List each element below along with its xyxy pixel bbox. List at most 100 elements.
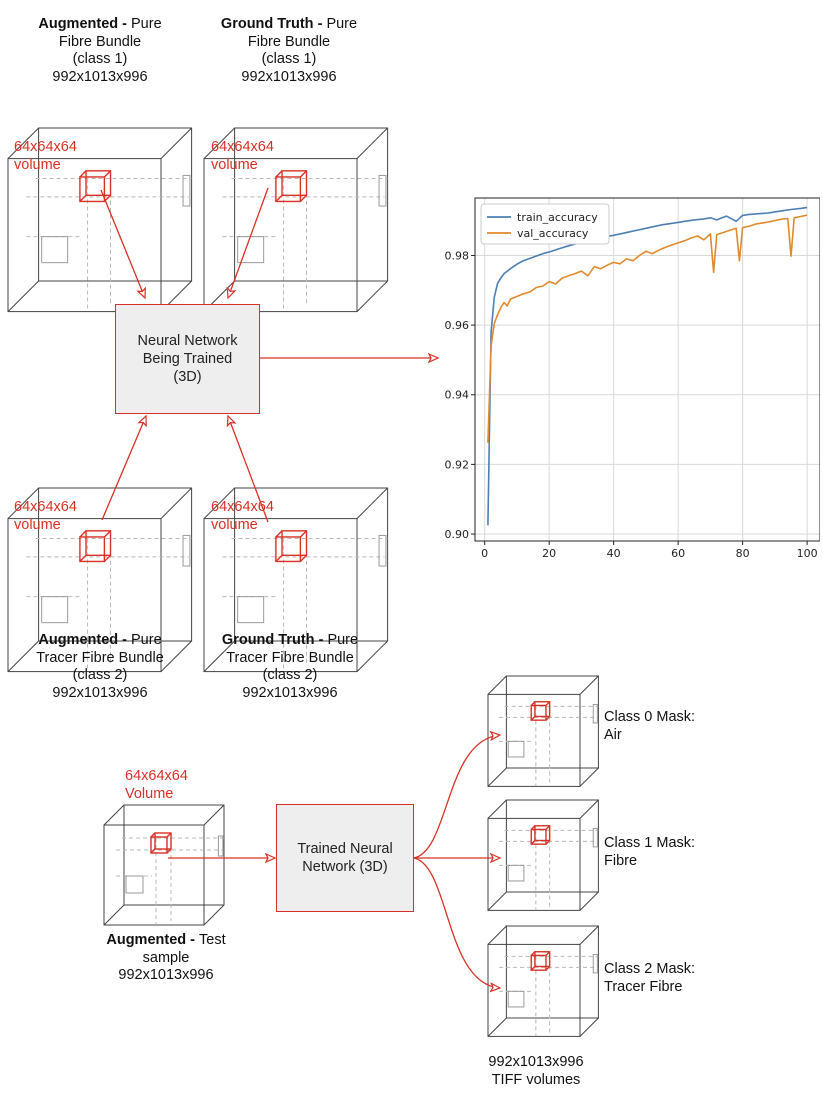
caption-rest: Pure: [131, 632, 162, 648]
cube-top-right: [203, 127, 389, 313]
subvolume-edge: [299, 194, 308, 202]
subvolume-edge: [545, 965, 551, 971]
subvolume-edge: [299, 554, 308, 562]
x-tick-label: 60: [671, 547, 685, 557]
cube-top-left: [7, 127, 193, 313]
cube-edge: [203, 904, 225, 926]
caption-bold: Augmented -: [38, 632, 131, 648]
arrow-top-right-to-network: [228, 187, 269, 298]
subvolume-back: [85, 170, 112, 197]
cube-edge: [160, 127, 192, 159]
subvolume-front: [530, 954, 547, 971]
subvolume-edge: [79, 170, 87, 178]
caption-line: 992x1013x996: [52, 68, 148, 85]
subvolume-edge: [275, 170, 283, 178]
accuracy-chart-svg: 0 20 40 60 80 100 0.90 0.92 0.94 0.96 0.98 train_ac…: [445, 197, 821, 560]
volume-label-line: 64x64x64: [14, 499, 77, 515]
cube-front-face: [487, 943, 581, 1037]
subvolume-edge: [530, 701, 536, 706]
subvolume-back: [534, 701, 551, 718]
volume-label-test: 64x64x64 Volume: [125, 767, 188, 803]
cube-edge: [356, 640, 388, 672]
cube-front-face: [487, 817, 581, 911]
arrow-network-to-mask-0: [413, 735, 500, 859]
subvolume-back: [534, 951, 551, 968]
caption-bold: Augmented -: [106, 932, 200, 948]
series-line-train_accuracy: [487, 206, 808, 526]
volume-label-line: Volume: [125, 786, 174, 802]
series-line-val_accuracy: [487, 214, 808, 443]
cube-inner-block: [182, 534, 191, 567]
cube-inner-block: [507, 864, 525, 882]
cube-edge: [160, 640, 192, 672]
cube-edge: [487, 767, 507, 787]
cube-edge: [579, 891, 599, 911]
y-tick-label: 0.96: [445, 319, 470, 332]
subvolume-front: [530, 828, 547, 845]
subvolume-edge: [545, 951, 551, 956]
x-tick-label: 100: [797, 547, 818, 557]
cube-inner-block: [237, 596, 265, 624]
subvolume-edge: [79, 194, 87, 202]
subvolume-edge: [150, 832, 156, 838]
mask-label-line: Class 2 Mask:: [604, 961, 696, 977]
cube-edge: [203, 127, 235, 159]
cube-edge: [579, 925, 599, 945]
box-line: Network (3D): [302, 859, 388, 875]
cube-edge: [579, 799, 599, 819]
subvolume-back: [154, 832, 172, 850]
caption-rest: Test: [199, 932, 226, 948]
caption-bold: Augmented -: [38, 16, 131, 32]
subvolume-back: [85, 530, 112, 557]
subvolume-edge: [545, 701, 551, 706]
volume-label-line: volume: [211, 157, 258, 173]
trained-network-box: Trained Neural Network (3D): [276, 804, 414, 912]
caption-line: 992x1013x996: [488, 1054, 584, 1070]
subvolume-edge: [166, 832, 172, 838]
y-tick-label: 0.94: [445, 389, 470, 402]
cube-inner-block: [378, 174, 387, 207]
caption-line: sample: [142, 949, 190, 966]
subvolume-edge: [103, 170, 112, 178]
volume-label-line: 64x64x64: [125, 768, 188, 784]
cube-inner-block: [237, 236, 265, 264]
cube-inner-block: [592, 704, 598, 724]
subvolume-edge: [103, 554, 112, 562]
mask-label-class-2: Class 2 Mask: Tracer Fibre: [604, 960, 695, 996]
mask-label-line: Tracer Fibre: [604, 979, 683, 995]
mask-label-line: Class 0 Mask:: [604, 709, 696, 725]
cube-back-face: [123, 804, 225, 906]
volume-label-line: volume: [14, 157, 61, 173]
caption-rest: Pure: [131, 16, 162, 32]
x-tick-label: 40: [607, 547, 621, 557]
y-tick-label: 0.92: [445, 458, 470, 471]
subvolume-edge: [530, 715, 536, 721]
caption-line: Fibre Bundle: [58, 33, 142, 50]
cube-edge: [579, 1017, 599, 1037]
cube-inner-block: [182, 174, 191, 207]
cube-inner-block: [41, 596, 69, 624]
caption-bold: Ground Truth -: [221, 632, 328, 648]
subvolume-back: [281, 530, 308, 557]
subvolume-edge: [530, 825, 536, 830]
cube-edge: [203, 804, 225, 826]
caption-line: Tracer Fibre Bundle: [36, 649, 164, 666]
subvolume-edge: [299, 530, 308, 538]
volume-label-top-right: 64x64x64 volume: [211, 138, 274, 174]
subvolume-edge: [530, 951, 536, 956]
cube-test-sample: [103, 804, 225, 926]
cube-inner-block: [592, 954, 598, 974]
caption-top-left: Augmented - Pure Fibre Bundle (class 1) …: [20, 16, 180, 86]
cube-edge: [487, 675, 507, 695]
subvolume-front: [79, 176, 106, 203]
subvolume-front: [150, 836, 168, 854]
chart-legend: train_accuracy val_accuracy: [480, 203, 610, 245]
cube-mask-class-2: [487, 925, 599, 1037]
cube-edge: [356, 280, 388, 312]
subvolume-edge: [103, 530, 112, 538]
subvolume-edge: [299, 170, 308, 178]
cube-bottom-right: [203, 487, 389, 673]
cube-inner-block: [217, 835, 224, 857]
subvolume-edge: [79, 554, 87, 562]
cube-edge: [7, 487, 39, 519]
